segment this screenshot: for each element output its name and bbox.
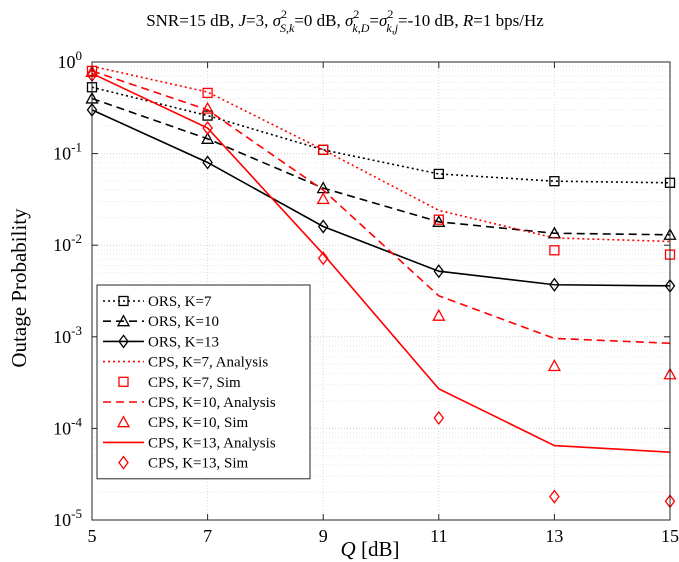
data-point-8-2	[317, 251, 329, 266]
chart-title: SNR=15 dB, J=3, σ2 S,k=0 dB, σ2 k,D=σ2 k,j=…	[146, 7, 544, 35]
x-tick-label-5: 15	[661, 526, 679, 546]
data-point-2-1	[202, 155, 213, 170]
data-point-8-1	[202, 120, 213, 136]
legend-label-4: CPS, K=7, Sim	[148, 375, 241, 391]
legend-item-3: CPS, K=7, Analysis	[103, 355, 268, 371]
legend-item-4: CPS, K=7, Sim	[118, 375, 241, 391]
data-point-2-2	[317, 219, 329, 234]
series-line-7	[91, 72, 671, 453]
legend-label-5: CPS, K=10, Analysis	[148, 395, 276, 411]
x-tick-label-4: 13	[545, 526, 563, 546]
series-line-3	[91, 65, 671, 243]
series-7	[91, 72, 671, 453]
series-line-2	[91, 109, 671, 287]
y-tick-label-3: 10-3	[53, 323, 82, 347]
data-point-2-4	[549, 277, 560, 292]
y-tick-label-0: 100	[58, 48, 83, 72]
data-point-4-1	[202, 87, 213, 99]
legend-swatch-marker-8	[118, 455, 129, 470]
y-tick-label-4: 10-4	[53, 414, 82, 438]
y-axis-label: Outage Probability	[7, 208, 31, 368]
series-layer	[85, 65, 677, 509]
data-point-6-1	[201, 101, 215, 114]
tick-labels: 5 7 9 11 13 15 100 10-1 10-2 10-3 10-4 10-5	[53, 48, 679, 546]
series-5	[91, 70, 671, 345]
y-tick-label-2: 10-2	[53, 231, 82, 255]
data-point-6-3	[432, 308, 446, 321]
data-point-8-4	[549, 489, 560, 504]
legend-box	[96, 284, 311, 480]
legend-item-5: CPS, K=10, Analysis	[103, 395, 276, 411]
legend-label-2: ORS, K=13	[148, 334, 219, 350]
x-axis-label: Q [dB]	[341, 537, 400, 561]
data-point-4-4	[549, 245, 560, 256]
data-point-4-2	[318, 144, 329, 155]
data-point-0-1	[202, 110, 213, 121]
legend-item-1: ORS, K=10	[103, 314, 219, 330]
legend-label-6: CPS, K=10, Sim	[148, 415, 248, 431]
y-tick-label-1: 10-1	[53, 140, 82, 164]
legend-item-2: ORS, K=13	[103, 334, 219, 350]
series-3	[91, 65, 671, 243]
legend-label-0: ORS, K=7	[148, 294, 212, 310]
legend-label-3: CPS, K=7, Analysis	[148, 355, 268, 371]
legend-label-1: ORS, K=10	[148, 314, 219, 330]
data-point-6-2	[316, 192, 330, 205]
x-tick-label-0: 5	[88, 526, 97, 546]
data-point-8-3	[433, 410, 445, 426]
legend-label-7: CPS, K=13, Analysis	[148, 435, 276, 451]
data-point-0-4	[549, 176, 560, 187]
legend-item-0: ORS, K=7	[103, 294, 212, 310]
legend-swatch-marker-4	[118, 376, 129, 387]
x-tick-label-2: 9	[319, 526, 328, 546]
legend-swatch-marker-2	[118, 334, 129, 349]
legend-swatch-marker-1	[116, 314, 131, 327]
series-6	[85, 65, 677, 380]
legend-item-7: CPS, K=13, Analysis	[103, 435, 276, 451]
legend-swatch-marker-0	[118, 295, 129, 307]
plot-frame	[91, 61, 671, 521]
legend: ORS, K=7 ORS, K=10 ORS, K=13 CPS, K=7, Anal…	[96, 284, 311, 480]
data-point-6-4	[547, 359, 561, 372]
data-point-1-3	[432, 214, 446, 227]
x-tick-label-3: 11	[430, 526, 447, 546]
legend-item-6: CPS, K=10, Sim	[116, 415, 248, 431]
legend-item-8: CPS, K=13, Sim	[118, 455, 248, 472]
series-line-5	[91, 70, 671, 345]
legend-label-8: CPS, K=13, Sim	[148, 456, 248, 472]
axes	[91, 61, 671, 521]
data-point-0-3	[433, 168, 444, 180]
legend-swatch-marker-6	[116, 415, 131, 428]
data-point-4-3	[433, 214, 444, 225]
y-tick-label-5: 10-5	[53, 506, 82, 530]
x-tick-label-1: 7	[203, 526, 212, 546]
data-point-1-1	[201, 131, 215, 144]
data-point-2-3	[433, 264, 445, 279]
